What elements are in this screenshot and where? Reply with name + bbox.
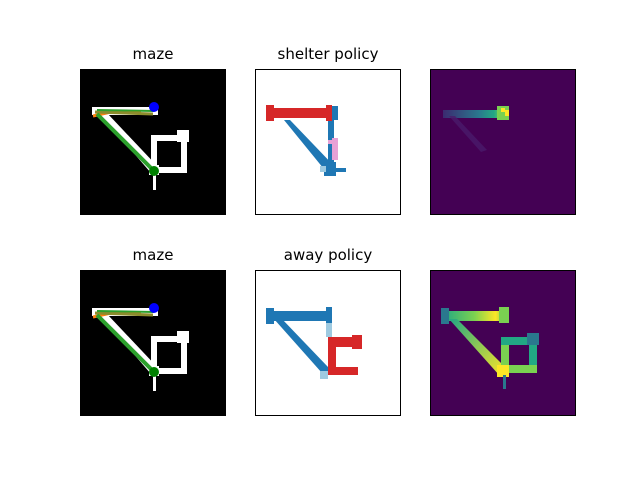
panel-title-away-policy: away policy (283, 246, 373, 264)
goal-marker-bottom (149, 367, 159, 377)
panel-title-shelter-policy: shelter policy (277, 45, 379, 63)
heat-loop-left (501, 337, 509, 373)
away-arrows-red (328, 335, 362, 375)
heatmap-plot-top (431, 70, 575, 214)
maze-trajectories (92, 109, 155, 172)
policy-arrows-pink (328, 138, 338, 160)
maze-plot-top (81, 70, 225, 214)
heat-diagonal-top (449, 116, 487, 152)
heatmap-plot-bottom (431, 271, 575, 415)
shelter-policy-panel (255, 69, 401, 215)
heatmap-panel-bottom (430, 270, 576, 416)
maze-panel-bottom (80, 270, 226, 416)
heat-peak-top (497, 106, 509, 120)
panel-title-maze-top: maze (132, 45, 174, 63)
away-policy-plot (256, 271, 400, 415)
start-marker (149, 102, 159, 112)
goal-marker (149, 166, 159, 176)
heat-loop-top (501, 337, 537, 345)
heatmap-panel-top (430, 69, 576, 215)
trajectory-green-2 (96, 109, 155, 112)
away-policy-panel (255, 270, 401, 416)
heat-loop-bottom (501, 365, 537, 373)
maze-panel-top (80, 69, 226, 215)
policy-arrows-red (266, 105, 332, 121)
start-marker-bottom (149, 303, 159, 313)
shelter-policy-plot (256, 70, 400, 214)
heat-corridor-top (443, 110, 503, 118)
trajectory-olive (94, 110, 154, 116)
maze-plot-bottom (81, 271, 225, 415)
heat-loop-right (529, 337, 537, 373)
trajectory-green (95, 112, 155, 172)
heat-corridor-bottom (443, 311, 505, 321)
panel-title-maze-bottom: maze (132, 246, 174, 264)
heat-diagonal-bottom (449, 319, 507, 375)
